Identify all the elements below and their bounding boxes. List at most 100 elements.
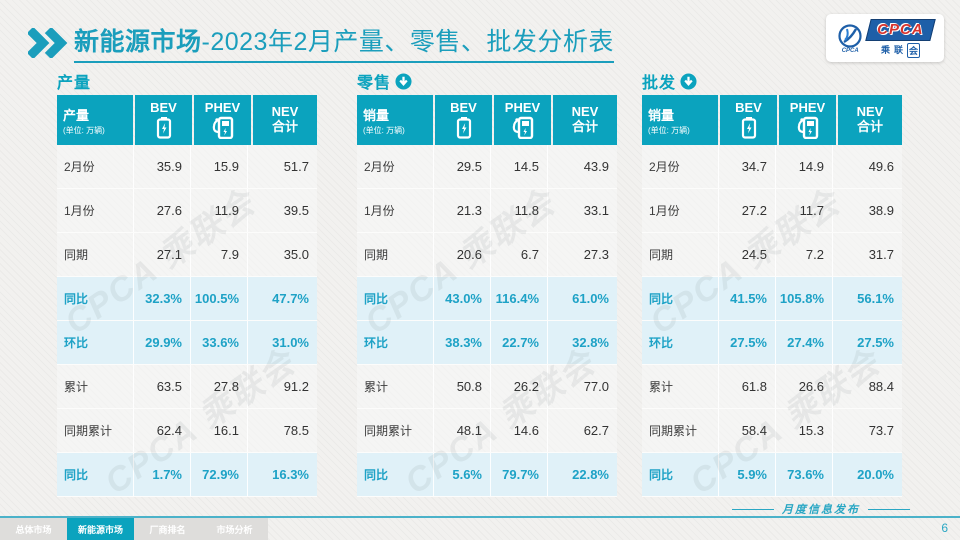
- cell-value: 15.9: [190, 145, 247, 188]
- table-rows: CPCA 乘联会CPCA 乘联会2月份34.714.949.61月份27.211…: [642, 145, 902, 502]
- row-label: 环比: [64, 336, 89, 350]
- cell-value: 48.1: [433, 409, 490, 452]
- logo-char: 乘: [880, 44, 890, 55]
- emblem-text: CPCA: [841, 47, 859, 54]
- battery-icon: [741, 117, 756, 140]
- cpca-emblem-icon: CPCA: [837, 23, 863, 54]
- row-label: 2月份: [64, 160, 95, 174]
- cell-value: 11.8: [490, 189, 547, 232]
- footer-tab-总体市场[interactable]: 总体市场: [15, 524, 52, 535]
- cell-value: 26.2: [490, 365, 547, 408]
- cell-value: 32.3%: [133, 277, 190, 320]
- cell-value: 33.1: [547, 189, 617, 232]
- cell-value: 14.6: [490, 409, 547, 452]
- cell-value: 5.6%: [433, 453, 490, 496]
- row-label: 同比: [364, 468, 389, 482]
- table-row: 累计 63.5 27.8 91.2: [57, 365, 317, 409]
- page-title-bold: 新能源市场: [74, 28, 202, 56]
- cell-value: 38.3%: [433, 321, 490, 364]
- cell-value: 11.9: [190, 189, 247, 232]
- nev-column-label: NEV: [571, 104, 599, 120]
- table-row: 同比 1.7% 72.9% 16.3%: [57, 453, 317, 497]
- cell-value: 14.5: [490, 145, 547, 188]
- cell-value: 24.5: [718, 233, 775, 276]
- cell-value: 78.5: [247, 409, 317, 452]
- header-bev-cell: BEV: [435, 95, 492, 145]
- table-row: 累计 50.8 26.2 77.0: [357, 365, 617, 409]
- battery-icon: [456, 117, 471, 140]
- arrow-down-circle-icon: [680, 72, 697, 90]
- cell-value: 61.8: [718, 365, 775, 408]
- footer-tab-新能源市场[interactable]: 新能源市场: [67, 518, 134, 540]
- cell-value: 72.9%: [190, 453, 247, 496]
- table-row: 2月份 29.5 14.5 43.9: [357, 145, 617, 189]
- cell-value: 35.9: [133, 145, 190, 188]
- header-nev-cell: NEV 合计: [553, 95, 617, 145]
- table-row: 同期累计 58.4 15.3 73.7: [642, 409, 902, 453]
- cell-value: 43.9: [547, 145, 617, 188]
- cell-value: 49.6: [832, 145, 902, 188]
- cpca-logo: CPCA CPCA 乘 联 会: [826, 14, 944, 62]
- table-row: 同期 27.1 7.9 35.0: [57, 233, 317, 277]
- header-nev-cell: NEV 合计: [838, 95, 902, 145]
- table-rows: CPCA 乘联会CPCA 乘联会2月份29.514.543.91月份21.311…: [357, 145, 617, 502]
- cell-value: 50.8: [433, 365, 490, 408]
- row-label: 同期: [364, 248, 389, 262]
- cell-value: 61.0%: [547, 277, 617, 320]
- table-header: 销量 (单位: 万辆) BEV PHEV NEV 合计: [357, 95, 617, 145]
- cell-value: 88.4: [832, 365, 902, 408]
- table-unit-label: (单位: 万辆): [648, 125, 690, 135]
- page-title-rest: -2023年2月产量、零售、批发分析表: [201, 28, 614, 56]
- cell-value: 116.4%: [490, 277, 547, 320]
- nev-column-label: 合计: [856, 119, 883, 134]
- row-label: 累计: [364, 380, 389, 394]
- header-nev-cell: NEV 合计: [253, 95, 317, 145]
- table-row: 同比 43.0% 116.4% 61.0%: [357, 277, 617, 321]
- header-bev-cell: BEV: [720, 95, 777, 145]
- footer-tab-厂商排名[interactable]: 厂商排名: [149, 524, 186, 535]
- logo-char: 联: [893, 44, 903, 55]
- footer-tab-市场分析[interactable]: 市场分析: [216, 524, 253, 535]
- row-label: 累计: [649, 380, 674, 394]
- row-label: 2月份: [649, 160, 680, 174]
- table-unit-label: (单位: 万辆): [363, 125, 405, 135]
- footer-divider: [0, 516, 960, 518]
- battery-icon: [156, 117, 171, 140]
- footer-tab-bar: 总体市场 新能源市场 厂商排名 市场分析: [0, 518, 268, 540]
- cell-value: 32.8%: [547, 321, 617, 364]
- cell-value: 20.0%: [832, 453, 902, 496]
- table-rows: CPCA 乘联会CPCA 乘联会2月份35.915.951.71月份27.611…: [57, 145, 317, 502]
- cell-value: 100.5%: [190, 277, 247, 320]
- cell-value: 58.4: [718, 409, 775, 452]
- row-label: 同期累计: [64, 424, 113, 438]
- table-row: 环比 38.3% 22.7% 32.8%: [357, 321, 617, 365]
- page-title: 新能源市场-2023年2月产量、零售、批发分析表: [74, 22, 614, 63]
- cell-value: 73.6%: [775, 453, 832, 496]
- nev-column-label: 合计: [271, 119, 298, 134]
- section-title: 批发: [642, 75, 677, 92]
- table-row: 1月份 27.6 11.9 39.5: [57, 189, 317, 233]
- cell-value: 27.8: [190, 365, 247, 408]
- row-label: 环比: [364, 336, 389, 350]
- charger-icon: [797, 117, 819, 140]
- phev-column-label: PHEV: [504, 99, 541, 115]
- cell-value: 22.7%: [490, 321, 547, 364]
- table-unit-label: (单位: 万辆): [63, 125, 105, 135]
- cell-value: 39.5: [247, 189, 317, 232]
- logo-chinese-name: 乘 联 会: [880, 42, 921, 58]
- page-number: 6: [941, 521, 948, 535]
- row-label: 同比: [64, 468, 89, 482]
- arrow-down-circle-icon: [395, 72, 412, 90]
- header-phev-cell: PHEV: [494, 95, 551, 145]
- bev-column-label: BEV: [735, 99, 762, 115]
- charger-icon: [512, 117, 534, 140]
- header-label-cell: 销量 (单位: 万辆): [357, 95, 433, 145]
- table-row: 同比 32.3% 100.5% 47.7%: [57, 277, 317, 321]
- row-label: 1月份: [649, 204, 680, 218]
- table-row: 同比 5.9% 73.6% 20.0%: [642, 453, 902, 497]
- row-label: 累计: [64, 380, 89, 394]
- nev-column-label: NEV: [271, 104, 299, 120]
- table-header: 产量 (单位: 万辆) BEV PHEV NEV 合计: [57, 95, 317, 145]
